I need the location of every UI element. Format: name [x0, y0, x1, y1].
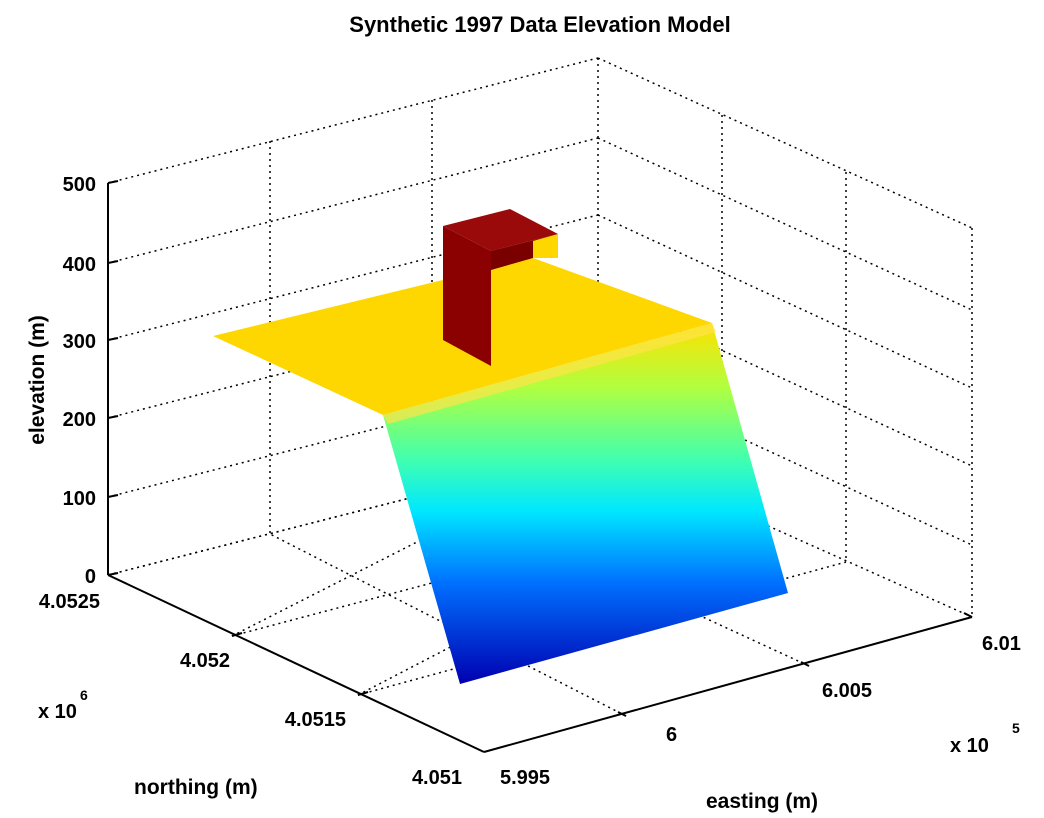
y-tick-label: 4.051 — [412, 767, 462, 789]
y-multiplier-exponent: 6 — [80, 687, 88, 703]
axes-lines — [107, 183, 973, 753]
z-tick-label: 0 — [85, 566, 96, 588]
x-tick-label: 6 — [666, 724, 677, 746]
surface-block — [443, 209, 558, 366]
x-multiplier-text: x 10 — [950, 735, 989, 757]
y-axis-label: northing (m) — [134, 776, 258, 799]
z-tick-label: 200 — [63, 409, 96, 431]
x-tick-labels: 5.995 6 6.005 6.01 — [500, 633, 1021, 789]
y-tick-label: 4.052 — [180, 650, 230, 672]
surface-slope — [383, 323, 788, 684]
z-tick-label: 500 — [63, 174, 96, 196]
tick-marks — [107, 180, 973, 717]
z-tick-label: 100 — [63, 488, 96, 510]
y-axis-multiplier: x 10 6 — [38, 687, 88, 723]
x-tick-label: 6.01 — [982, 633, 1021, 655]
y-tick-label: 4.0515 — [285, 709, 346, 731]
z-tick-label: 400 — [63, 254, 96, 276]
x-tick-label: 5.995 — [500, 767, 550, 789]
y-tick-label: 4.0525 — [39, 591, 100, 613]
y-multiplier-text: x 10 — [38, 701, 77, 723]
z-tick-labels: 500 400 300 200 100 0 — [63, 174, 96, 588]
z-axis-label: elevation (m) — [26, 315, 49, 445]
x-axis-multiplier: x 10 5 — [950, 720, 1020, 757]
x-tick-label: 6.005 — [822, 680, 872, 702]
y-tick-labels: 4.0525 4.052 4.0515 4.051 — [39, 591, 462, 789]
z-tick-label: 300 — [63, 331, 96, 353]
x-multiplier-exponent: 5 — [1012, 720, 1020, 736]
x-axis-label: easting (m) — [706, 790, 818, 813]
chart-title: Synthetic 1997 Data Elevation Model — [349, 12, 730, 37]
